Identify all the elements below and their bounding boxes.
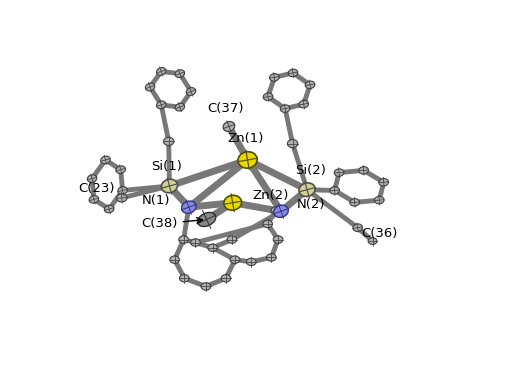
- Ellipse shape: [270, 207, 280, 214]
- Text: C(36): C(36): [361, 227, 397, 240]
- Ellipse shape: [287, 140, 297, 148]
- Ellipse shape: [221, 275, 231, 282]
- Ellipse shape: [223, 195, 241, 210]
- Ellipse shape: [238, 152, 257, 168]
- Text: C(37): C(37): [207, 102, 244, 115]
- Ellipse shape: [117, 194, 127, 202]
- Ellipse shape: [190, 239, 200, 246]
- Ellipse shape: [280, 105, 290, 112]
- Ellipse shape: [262, 220, 272, 228]
- Ellipse shape: [201, 283, 210, 290]
- Text: C(38): C(38): [141, 218, 202, 230]
- Ellipse shape: [161, 179, 177, 193]
- Ellipse shape: [197, 212, 215, 227]
- Ellipse shape: [305, 81, 314, 89]
- Ellipse shape: [288, 69, 297, 77]
- Ellipse shape: [181, 201, 195, 214]
- Ellipse shape: [145, 83, 155, 91]
- Text: Si(2): Si(2): [295, 164, 326, 177]
- Ellipse shape: [89, 196, 99, 203]
- Ellipse shape: [374, 196, 383, 204]
- Ellipse shape: [230, 256, 239, 263]
- Ellipse shape: [263, 93, 272, 100]
- Ellipse shape: [273, 236, 282, 243]
- Ellipse shape: [156, 68, 165, 75]
- Ellipse shape: [100, 156, 110, 164]
- Ellipse shape: [358, 167, 367, 174]
- Ellipse shape: [269, 74, 278, 81]
- Text: Zn(2): Zn(2): [251, 189, 288, 202]
- Ellipse shape: [246, 258, 256, 266]
- Ellipse shape: [352, 224, 362, 231]
- Text: Zn(1): Zn(1): [227, 132, 263, 145]
- Ellipse shape: [118, 187, 127, 194]
- Ellipse shape: [186, 88, 195, 95]
- Ellipse shape: [104, 205, 114, 213]
- Ellipse shape: [223, 122, 234, 131]
- Ellipse shape: [298, 183, 315, 196]
- Ellipse shape: [276, 208, 286, 215]
- Ellipse shape: [266, 254, 276, 261]
- Ellipse shape: [179, 275, 189, 282]
- Text: N(1): N(1): [142, 194, 170, 207]
- Ellipse shape: [329, 187, 339, 194]
- Ellipse shape: [207, 244, 217, 251]
- Text: C(23): C(23): [78, 182, 115, 195]
- Ellipse shape: [227, 236, 236, 243]
- Ellipse shape: [175, 70, 184, 77]
- Text: Si(1): Si(1): [151, 160, 182, 173]
- Ellipse shape: [116, 166, 125, 173]
- Ellipse shape: [298, 100, 308, 108]
- Ellipse shape: [175, 103, 184, 111]
- Ellipse shape: [367, 238, 376, 244]
- Ellipse shape: [378, 179, 388, 186]
- Text: N(2): N(2): [296, 198, 325, 211]
- Ellipse shape: [333, 169, 343, 176]
- Ellipse shape: [163, 137, 174, 145]
- Ellipse shape: [169, 256, 179, 263]
- Ellipse shape: [156, 101, 165, 109]
- Ellipse shape: [87, 175, 97, 182]
- Ellipse shape: [349, 199, 359, 206]
- Ellipse shape: [273, 205, 288, 218]
- Ellipse shape: [178, 236, 188, 243]
